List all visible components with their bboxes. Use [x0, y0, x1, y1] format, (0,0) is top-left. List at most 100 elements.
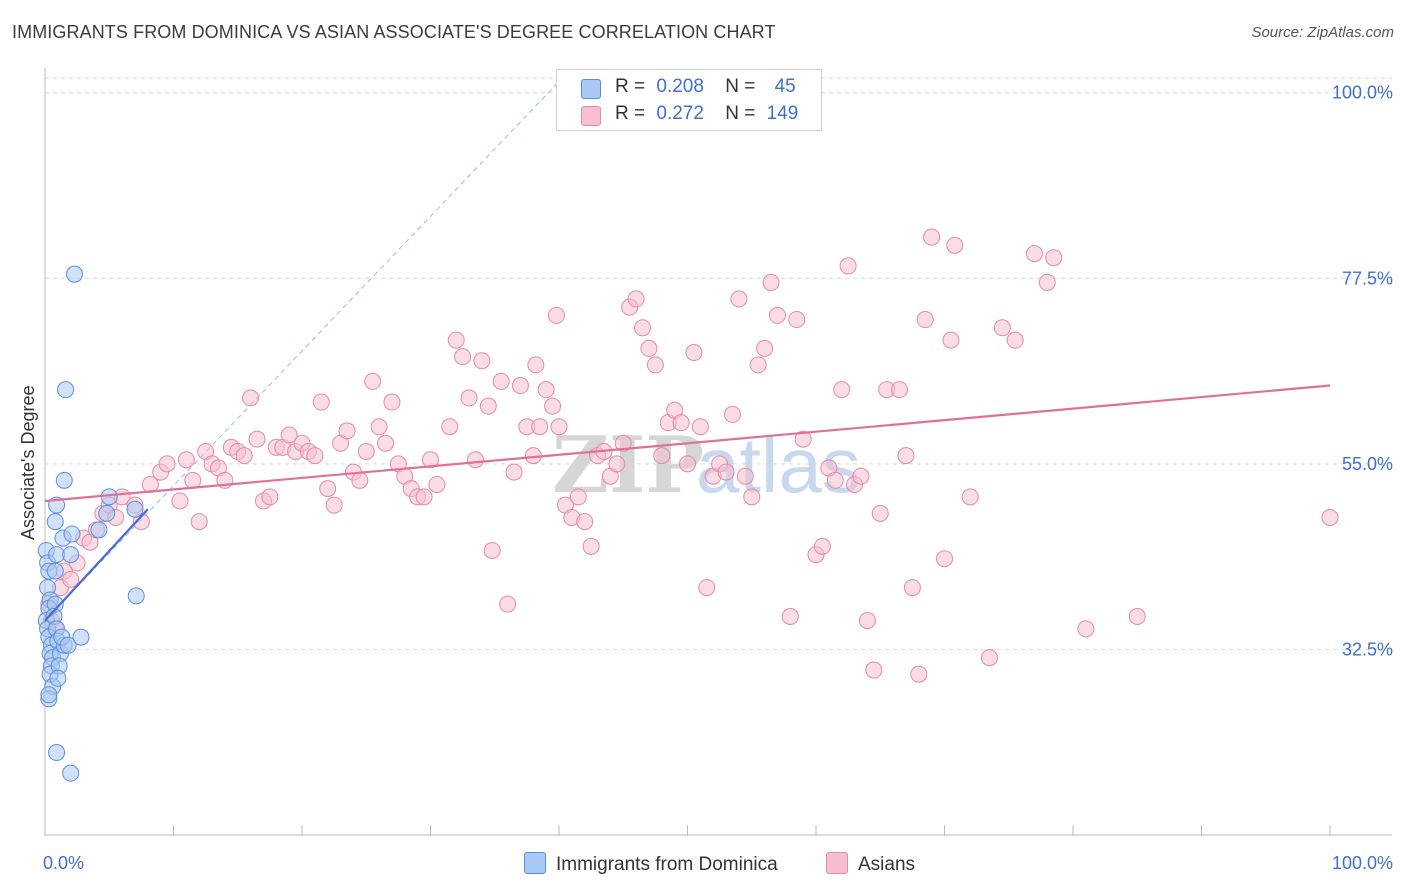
asians-point	[736, 467, 754, 485]
asians-point	[527, 356, 545, 374]
asians-point	[698, 579, 716, 597]
asians-point	[531, 418, 549, 436]
asians-point	[483, 541, 501, 559]
asians-point	[993, 319, 1011, 337]
bottom-legend-label: Immigrants from Dominica	[556, 854, 778, 875]
asians-point	[916, 311, 934, 329]
dominica-point	[127, 587, 145, 605]
x-tick-label-min: 0.0%	[43, 853, 84, 873]
asians-point	[351, 471, 369, 489]
bottom-legend-swatch-pink	[826, 852, 848, 874]
asians-point	[946, 236, 964, 254]
asians-point	[942, 331, 960, 349]
asians-point	[505, 463, 523, 481]
asians-point	[679, 455, 696, 473]
asians-point	[280, 426, 298, 444]
asians-point	[473, 352, 491, 370]
asians-point	[1006, 331, 1024, 349]
asians-point	[338, 422, 356, 440]
asians-point	[454, 348, 472, 366]
dominica-point	[59, 636, 77, 654]
asians-point	[1128, 607, 1146, 625]
asians-point	[852, 467, 870, 485]
legend-n-label: N =	[725, 76, 756, 97]
asians-point	[364, 372, 382, 390]
asians-point	[441, 418, 459, 436]
asians-point	[871, 504, 889, 522]
dominica-point	[98, 504, 116, 522]
asians-point	[383, 393, 401, 411]
dominica-point	[72, 628, 90, 646]
dominica-point	[49, 669, 67, 687]
asians-point	[447, 331, 465, 349]
asians-point	[357, 443, 375, 460]
asians-point	[550, 418, 568, 436]
bottom-legend-swatch-blue	[524, 852, 546, 874]
bottom-legend-asians: Asians	[826, 852, 915, 876]
asians-point	[242, 389, 260, 407]
asians-point	[903, 579, 921, 597]
asians-point	[788, 311, 806, 329]
dominica-point	[66, 265, 84, 283]
dominica-point	[48, 546, 66, 564]
dominica-point	[40, 686, 58, 704]
asians-point	[158, 455, 176, 473]
asians-point	[312, 393, 330, 411]
asians-point	[171, 492, 189, 510]
legend-r-value: 0.272	[656, 103, 704, 124]
asians-point	[370, 418, 388, 436]
asians-point	[1045, 249, 1063, 267]
asians-point	[248, 430, 266, 448]
asians-point	[627, 290, 645, 308]
asians-point	[177, 451, 195, 469]
dominica-point	[63, 525, 81, 543]
asians-point	[325, 496, 343, 514]
asians-point	[685, 344, 703, 362]
asians-point	[672, 414, 690, 432]
asians-trend-line	[44, 384, 1331, 503]
asians-point	[839, 257, 857, 275]
asians-point	[717, 463, 735, 481]
asians-point	[544, 397, 562, 415]
dominica-point	[100, 488, 118, 506]
asians-point	[762, 273, 780, 291]
series-asians-points	[40, 228, 1339, 683]
asians-point	[235, 447, 253, 465]
dominica-point	[126, 500, 144, 518]
asians-point	[62, 570, 80, 588]
asians-point	[826, 471, 844, 489]
bottom-legend-label: Asians	[858, 854, 916, 875]
legend-r-label: R =	[615, 103, 646, 124]
asians-point	[319, 480, 337, 498]
x-tick-label-max: 100.0%	[1332, 853, 1393, 873]
y-tick-label: 55.0%	[1342, 454, 1393, 474]
asians-point	[576, 513, 594, 531]
asians-point	[910, 665, 928, 683]
asians-point	[547, 306, 565, 324]
asians-point	[479, 397, 497, 415]
asians-point	[723, 405, 741, 423]
asians-point	[184, 471, 202, 489]
asians-point	[640, 339, 658, 357]
asians-point	[306, 447, 324, 465]
asians-point	[1038, 273, 1056, 291]
dominica-point	[62, 764, 80, 782]
y-tick-label: 100.0%	[1332, 83, 1393, 103]
asians-point	[466, 451, 484, 469]
asians-point	[897, 447, 915, 465]
dominica-trend-line	[44, 508, 149, 622]
asians-point	[858, 612, 876, 630]
asians-point	[634, 319, 652, 337]
asians-point	[813, 537, 831, 555]
asians-point	[422, 451, 439, 469]
asians-point	[1321, 508, 1339, 526]
tick-labels: 32.5% 55.0% 77.5% 100.0% 0.0% 100.0%	[43, 83, 1393, 873]
legend-swatch-pink	[581, 106, 601, 126]
dominica-point	[46, 513, 64, 531]
asians-point	[582, 537, 600, 555]
watermark: ZIP atlas	[552, 420, 861, 511]
dominica-point	[62, 546, 80, 564]
asians-point	[608, 455, 626, 473]
asians-point	[781, 607, 799, 625]
